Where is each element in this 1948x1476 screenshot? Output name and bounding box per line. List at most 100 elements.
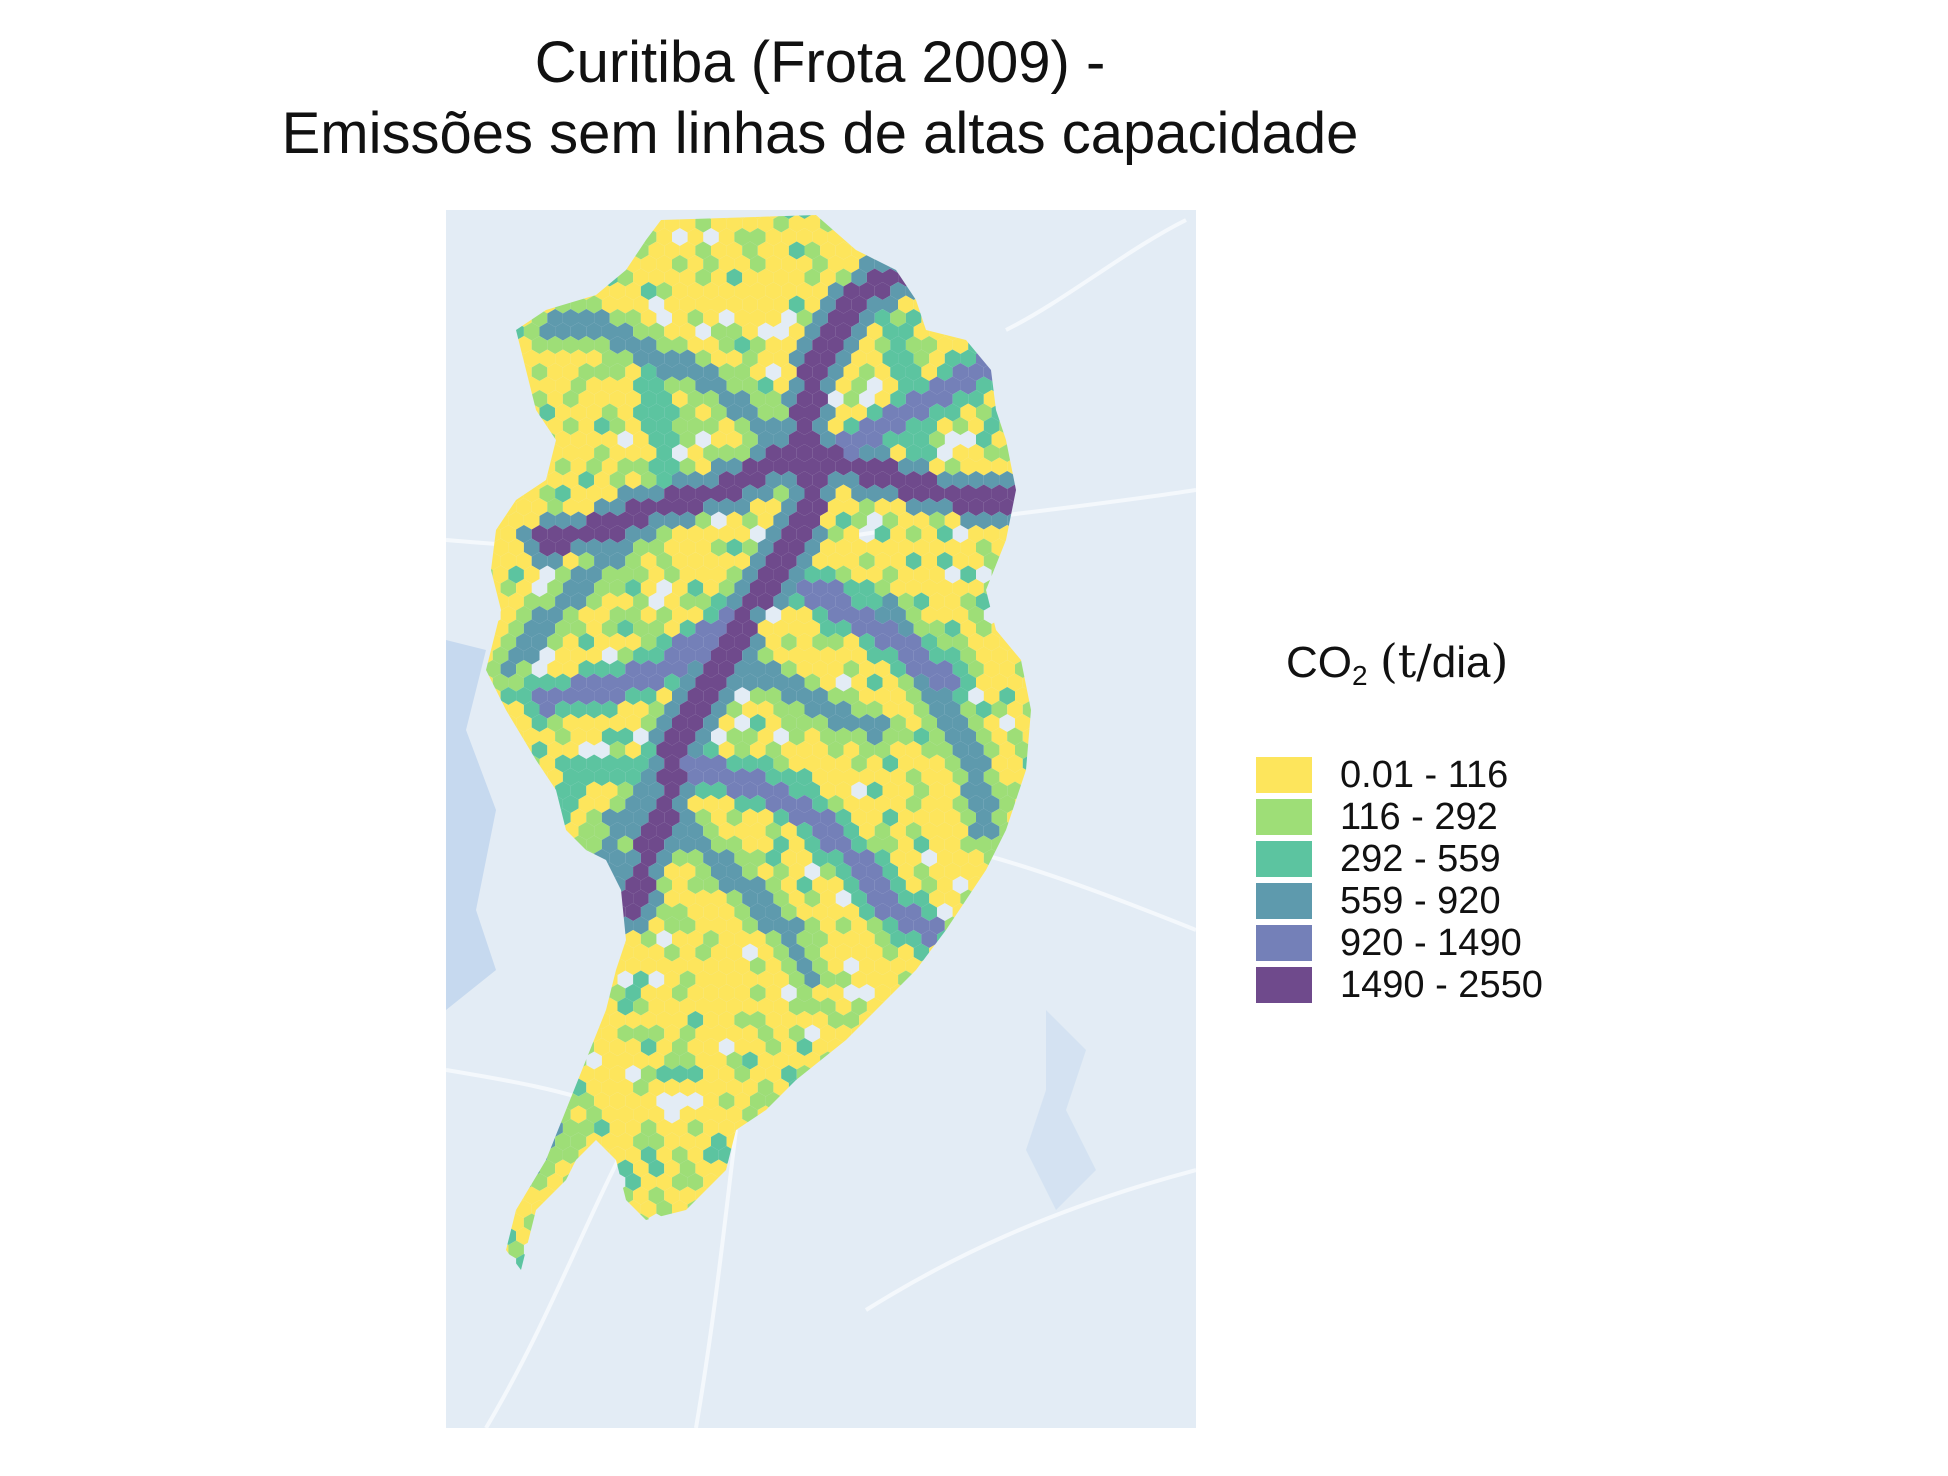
hex-cell xyxy=(921,552,937,570)
hex-cell xyxy=(804,322,821,341)
hex-cell xyxy=(843,876,860,894)
hex-cell xyxy=(882,754,899,773)
hex-cell xyxy=(648,1105,665,1124)
hex-cell xyxy=(812,768,828,786)
hex-cell xyxy=(757,781,774,800)
hex-cell xyxy=(679,322,696,341)
hex-cell xyxy=(929,511,945,530)
hex-cell xyxy=(976,538,992,557)
map-panel[interactable] xyxy=(446,210,1196,1428)
hex-cell xyxy=(679,754,696,773)
legend-swatch xyxy=(1256,883,1312,919)
hex-cell xyxy=(711,970,727,989)
hex-cell xyxy=(679,403,696,422)
hex-cell xyxy=(742,916,758,935)
hex-cell xyxy=(882,592,899,611)
hex-cell xyxy=(812,660,828,678)
hex-cell xyxy=(695,295,711,314)
hex-cell xyxy=(672,822,688,840)
hex-cell xyxy=(781,849,797,867)
hex-cell xyxy=(687,552,704,570)
hex-cell xyxy=(827,930,844,948)
hex-cell xyxy=(633,754,649,773)
hex-cell xyxy=(617,619,634,638)
hex-cell xyxy=(625,498,641,516)
hex-cell xyxy=(859,930,875,948)
hex-cell xyxy=(679,970,696,989)
hex-cell xyxy=(773,754,789,773)
hex-cell xyxy=(656,795,672,813)
hex-cell xyxy=(640,1200,657,1218)
hex-cell xyxy=(625,309,641,327)
hex-cell xyxy=(555,484,571,503)
hex-cell xyxy=(781,579,797,597)
hex-cell xyxy=(586,538,602,557)
hex-cell xyxy=(640,930,657,948)
hex-cell xyxy=(757,430,774,449)
hex-cell xyxy=(523,1186,540,1205)
hex-cell xyxy=(687,1119,704,1137)
hex-cell xyxy=(866,754,883,773)
hex-cell xyxy=(820,619,836,638)
hex-cell xyxy=(601,754,618,773)
hex-cell xyxy=(750,444,766,462)
hex-cell xyxy=(937,633,953,651)
hex-cell xyxy=(866,403,883,422)
legend-items: 0.01 - 116 116 - 292 292 - 559 559 - 920… xyxy=(1256,754,1543,1006)
hex-cell xyxy=(773,916,789,935)
hex-cell xyxy=(913,754,930,773)
hex-cell xyxy=(547,309,563,327)
hex-cell xyxy=(944,808,961,827)
emissions-map[interactable] xyxy=(446,210,1196,1428)
hex-cell xyxy=(656,714,672,732)
hex-cell xyxy=(905,309,922,327)
hex-cell xyxy=(601,1105,618,1124)
hex-cell xyxy=(851,727,867,746)
hex-cell xyxy=(601,376,618,395)
hex-cell xyxy=(679,565,696,584)
hex-cell xyxy=(851,484,867,503)
hex-cell xyxy=(625,876,641,894)
hex-cell xyxy=(983,525,1000,543)
hex-cell xyxy=(687,849,704,867)
hex-cell xyxy=(796,633,813,651)
hex-cell xyxy=(672,552,688,570)
hex-cell xyxy=(944,727,961,746)
hex-cell xyxy=(851,457,867,476)
hex-cell xyxy=(734,606,750,624)
hex-cell xyxy=(586,727,602,746)
hex-cell xyxy=(944,835,961,854)
hex-cell xyxy=(757,835,774,854)
hex-cell xyxy=(765,903,782,921)
hex-cell xyxy=(640,552,657,570)
hex-cell xyxy=(874,498,891,516)
hex-cell xyxy=(500,660,517,678)
hex-cell xyxy=(750,498,766,516)
hex-cell xyxy=(718,363,735,381)
hex-cell xyxy=(539,538,556,557)
hex-cell xyxy=(827,876,844,894)
hex-cell xyxy=(718,1065,735,1083)
hex-cell xyxy=(718,984,735,1002)
hex-cell xyxy=(734,822,750,840)
hex-cell xyxy=(843,633,860,651)
hex-cell xyxy=(539,376,556,395)
hex-cell xyxy=(734,1065,750,1083)
hex-cell xyxy=(898,403,914,422)
hex-cell xyxy=(586,1078,602,1097)
hex-cell xyxy=(757,727,774,746)
hex-cell xyxy=(633,673,649,692)
hex-cell xyxy=(859,606,875,624)
hex-cell xyxy=(851,268,867,287)
hex-cell xyxy=(788,268,805,287)
hex-cell xyxy=(726,970,743,989)
hex-cell xyxy=(757,1051,774,1070)
hex-cell xyxy=(539,673,556,692)
hex-cell xyxy=(976,808,992,827)
hex-cell xyxy=(952,633,969,651)
hex-cell xyxy=(866,700,883,719)
hex-cell xyxy=(547,390,563,408)
hex-cell xyxy=(913,592,930,611)
hex-cell xyxy=(882,538,899,557)
hex-cell xyxy=(859,795,875,813)
